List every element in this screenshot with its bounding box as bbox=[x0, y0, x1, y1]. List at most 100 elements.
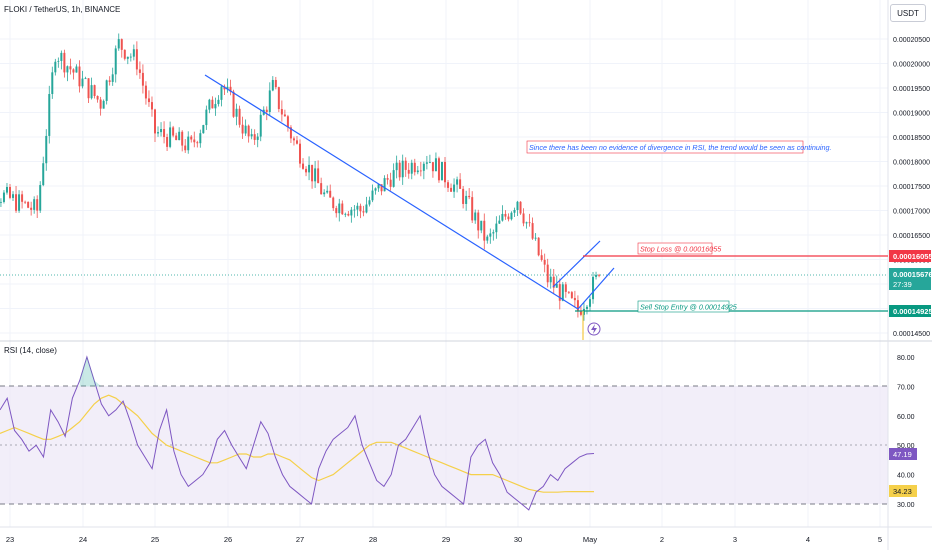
candle-body bbox=[48, 94, 51, 136]
candle-body bbox=[84, 78, 87, 80]
rsi-ma-tag: 34.23 bbox=[893, 487, 912, 496]
downtrend-line bbox=[204, 74, 579, 310]
rsi-ma-tag-bg bbox=[889, 485, 917, 497]
candle-body bbox=[444, 161, 446, 183]
candle-body bbox=[160, 129, 163, 133]
candle-body bbox=[595, 274, 598, 277]
last-price-tag: 0.00015676 bbox=[893, 270, 932, 279]
candle-body bbox=[9, 186, 11, 198]
candle-body bbox=[232, 91, 235, 117]
candle-body bbox=[102, 100, 105, 109]
candle-body bbox=[199, 133, 202, 144]
candle-body bbox=[123, 49, 126, 59]
candle-body bbox=[15, 194, 18, 211]
note-text: Since there has been no evidence of dive… bbox=[529, 143, 831, 152]
candles-layer bbox=[0, 33, 601, 321]
candle-body bbox=[516, 201, 519, 210]
candle-body bbox=[138, 69, 141, 73]
candle-body bbox=[471, 197, 474, 221]
candle-body bbox=[193, 139, 196, 143]
entry-label: Sell Stop Entry @ 0.00014925 bbox=[640, 303, 738, 312]
candle-body bbox=[522, 213, 525, 224]
candle-body bbox=[166, 137, 169, 147]
lightning-icon[interactable] bbox=[587, 322, 601, 336]
candle-body bbox=[326, 190, 329, 193]
candle-body bbox=[501, 213, 504, 221]
candle-body bbox=[247, 125, 250, 137]
candle-body bbox=[332, 197, 335, 209]
candle-body bbox=[335, 208, 338, 214]
candle-body bbox=[265, 109, 268, 113]
candle-body bbox=[425, 162, 428, 164]
candle-body bbox=[371, 190, 374, 201]
entry-tag: 0.00014925 bbox=[893, 307, 932, 316]
candle-body bbox=[286, 116, 289, 128]
candle-body bbox=[24, 201, 27, 203]
candle-body bbox=[256, 136, 259, 140]
candle-body bbox=[21, 194, 24, 202]
candle-body bbox=[253, 134, 256, 140]
candle-body bbox=[374, 188, 377, 191]
candle-body bbox=[416, 170, 419, 173]
candle-body bbox=[66, 66, 69, 73]
candle-body bbox=[235, 108, 238, 117]
candle-body bbox=[359, 205, 362, 212]
candle-body bbox=[45, 135, 48, 164]
candle-body bbox=[555, 284, 558, 288]
time-tick-label: 28 bbox=[369, 535, 377, 544]
candle-body bbox=[205, 109, 208, 126]
note-box bbox=[526, 140, 804, 154]
candle-body bbox=[377, 184, 380, 189]
time-tick-label: 23 bbox=[6, 535, 14, 544]
time-tick-label: 5 bbox=[878, 535, 882, 544]
candle-body bbox=[190, 136, 193, 140]
candle-body bbox=[498, 220, 501, 224]
candle-body bbox=[570, 292, 573, 298]
candle-body bbox=[292, 138, 295, 141]
candle-body bbox=[389, 179, 392, 187]
candle-body bbox=[492, 232, 495, 234]
candle-body bbox=[341, 203, 344, 215]
rsi-tick-label: 50.00 bbox=[897, 443, 915, 450]
candle-body bbox=[99, 99, 102, 109]
currency-button[interactable]: USDT bbox=[890, 4, 926, 22]
candle-body bbox=[157, 132, 160, 134]
price-axis: 0.00020500 0.00020000 0.00019500 0.00019000… bbox=[893, 37, 930, 338]
candle-body bbox=[311, 164, 314, 182]
entry-label-box bbox=[637, 300, 730, 313]
candle-body bbox=[314, 168, 317, 182]
stop-loss-tag: 0.00016055 bbox=[893, 252, 932, 261]
candle-body bbox=[196, 142, 199, 144]
candle-body bbox=[289, 127, 292, 139]
rsi-tick-label: 70.00 bbox=[897, 384, 915, 391]
price-tick-label: 0.00016500 bbox=[893, 233, 930, 240]
candle-body bbox=[474, 212, 477, 221]
candle-body bbox=[141, 72, 144, 86]
candle-body bbox=[504, 213, 507, 217]
candle-body bbox=[486, 236, 489, 241]
candle-body bbox=[126, 56, 129, 59]
price-tick-label: 0.00018500 bbox=[893, 135, 930, 142]
price-tick-label: 0.00020000 bbox=[893, 62, 930, 69]
candle-body bbox=[440, 161, 443, 181]
candle-body bbox=[419, 170, 422, 172]
time-tick-label: 24 bbox=[79, 535, 87, 544]
candle-body bbox=[507, 216, 510, 220]
candle-body bbox=[175, 135, 178, 141]
candle-body bbox=[365, 204, 368, 213]
candle-body bbox=[549, 276, 552, 283]
candle-body bbox=[495, 223, 498, 233]
candle-body bbox=[244, 125, 247, 134]
candle-body bbox=[350, 209, 353, 216]
candle-body bbox=[589, 299, 591, 307]
candle-body bbox=[214, 104, 217, 109]
candle-body bbox=[519, 201, 522, 214]
candle-body bbox=[5, 186, 8, 193]
rsi-tick-label: 40.00 bbox=[897, 473, 915, 480]
candle-body bbox=[271, 79, 274, 91]
candle-body bbox=[220, 86, 223, 100]
candle-body bbox=[250, 134, 253, 137]
stop-loss-label: Stop Loss @ 0.00016055 bbox=[640, 245, 722, 254]
price-tick-label: 0.00018000 bbox=[893, 160, 930, 167]
candle-body bbox=[356, 205, 359, 210]
